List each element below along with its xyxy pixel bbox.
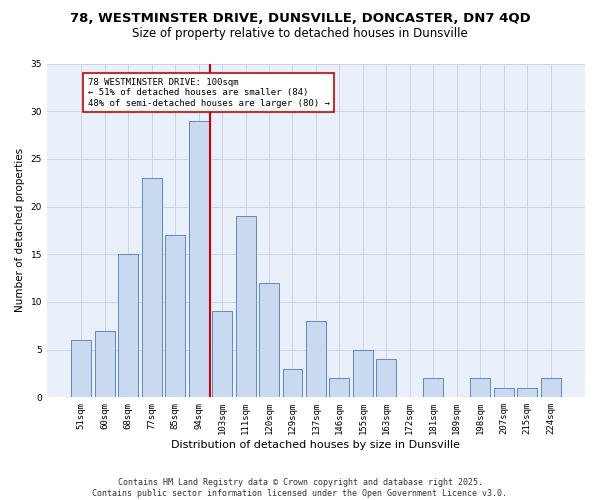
X-axis label: Distribution of detached houses by size in Dunsville: Distribution of detached houses by size …	[172, 440, 460, 450]
Bar	[259, 283, 279, 398]
Bar	[353, 350, 373, 398]
Text: 78, WESTMINSTER DRIVE, DUNSVILLE, DONCASTER, DN7 4QD: 78, WESTMINSTER DRIVE, DUNSVILLE, DONCAS…	[70, 12, 530, 26]
Bar	[165, 235, 185, 398]
Bar	[376, 359, 397, 398]
Bar	[470, 378, 490, 398]
Text: Contains HM Land Registry data © Crown copyright and database right 2025.
Contai: Contains HM Land Registry data © Crown c…	[92, 478, 508, 498]
Bar	[306, 321, 326, 398]
Bar	[541, 378, 560, 398]
Bar	[494, 388, 514, 398]
Bar	[118, 254, 138, 398]
Bar	[517, 388, 537, 398]
Bar	[212, 312, 232, 398]
Bar	[71, 340, 91, 398]
Bar	[283, 368, 302, 398]
Bar	[142, 178, 162, 398]
Bar	[188, 120, 209, 398]
Bar	[329, 378, 349, 398]
Text: Size of property relative to detached houses in Dunsville: Size of property relative to detached ho…	[132, 28, 468, 40]
Bar	[95, 330, 115, 398]
Bar	[423, 378, 443, 398]
Text: 78 WESTMINSTER DRIVE: 100sqm
← 51% of detached houses are smaller (84)
48% of se: 78 WESTMINSTER DRIVE: 100sqm ← 51% of de…	[88, 78, 330, 108]
Bar	[236, 216, 256, 398]
Y-axis label: Number of detached properties: Number of detached properties	[15, 148, 25, 312]
